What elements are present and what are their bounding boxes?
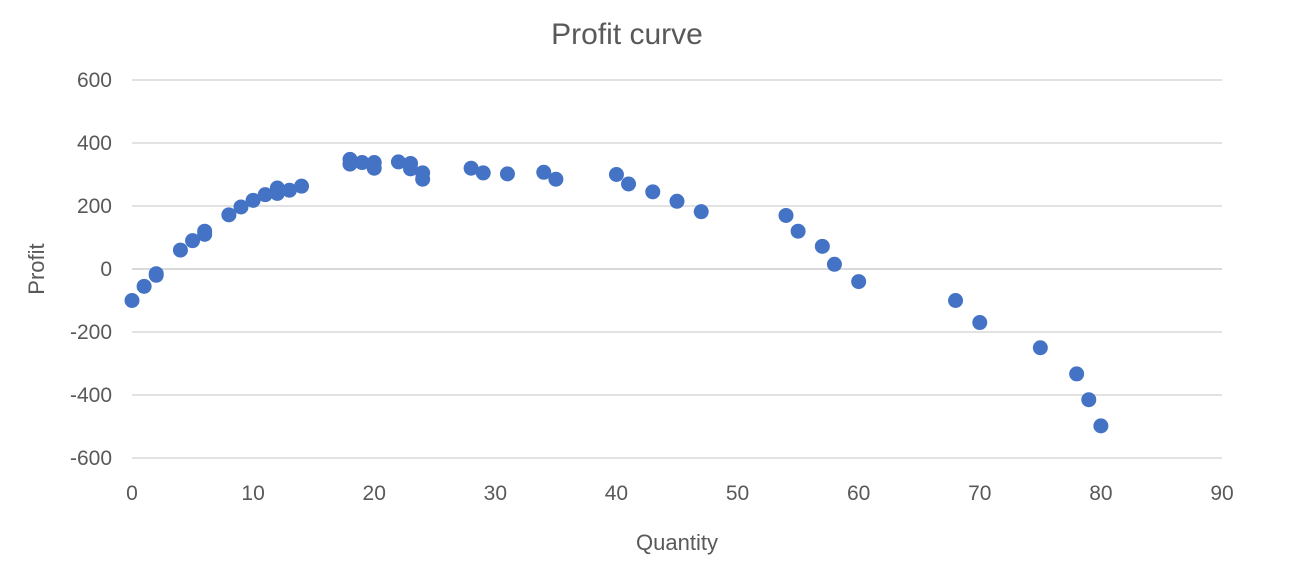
data-point (233, 199, 249, 215)
data-point (851, 274, 867, 290)
data-point (281, 182, 297, 198)
x-tick-label: 30 (484, 482, 507, 505)
data-point (778, 207, 794, 223)
data-point (185, 233, 201, 249)
data-point (536, 164, 552, 180)
x-axis-ticks: 0 10 20 30 40 50 60 70 80 90 (126, 482, 1234, 505)
data-point (499, 166, 515, 182)
y-tick-label: -200 (70, 321, 112, 344)
y-tick-label: 0 (100, 258, 112, 281)
data-point (1032, 340, 1048, 356)
data-point (342, 151, 358, 167)
data-point (463, 160, 479, 176)
data-point (390, 154, 406, 170)
data-point (948, 293, 964, 308)
y-tick-label: 400 (77, 132, 112, 155)
y-axis-label: Profit (24, 243, 49, 294)
data-point (403, 155, 419, 171)
y-tick-label: 200 (77, 195, 112, 218)
y-tick-label: -600 (70, 447, 112, 470)
data-point (972, 315, 988, 331)
x-tick-label: 40 (605, 482, 628, 505)
data-point (221, 207, 237, 223)
data-point (645, 184, 661, 200)
data-point (124, 293, 140, 308)
gridlines (132, 79, 1222, 459)
data-point (608, 167, 624, 182)
data-point (790, 223, 806, 239)
data-point (415, 165, 431, 181)
data-point (475, 165, 491, 181)
data-point (1093, 418, 1109, 434)
data-point (621, 176, 637, 192)
data-point (269, 180, 285, 196)
data-point (548, 171, 564, 187)
data-point (245, 192, 261, 208)
data-points (124, 151, 1109, 434)
x-tick-label: 10 (241, 482, 264, 505)
data-point (669, 193, 685, 209)
data-point (1069, 366, 1085, 382)
chart-title: Profit curve (551, 18, 703, 51)
data-point (172, 242, 188, 258)
x-axis-label: Quantity (636, 530, 718, 555)
data-point (693, 204, 709, 220)
x-tick-label: 0 (126, 482, 138, 505)
x-tick-label: 90 (1210, 482, 1233, 505)
x-tick-label: 70 (968, 482, 991, 505)
data-point (826, 256, 842, 272)
data-point (197, 223, 213, 239)
data-point (366, 155, 382, 171)
data-point (294, 178, 310, 194)
data-point (257, 187, 273, 203)
x-tick-label: 80 (1089, 482, 1112, 505)
data-point (814, 238, 830, 254)
y-tick-label: 600 (77, 69, 112, 92)
data-point (148, 267, 164, 283)
data-point (354, 155, 370, 171)
x-tick-label: 50 (726, 482, 749, 505)
x-tick-label: 60 (847, 482, 870, 505)
data-point (1081, 392, 1097, 408)
data-point (136, 278, 152, 294)
y-axis-ticks: -600 -400 -200 0 200 400 600 (70, 69, 112, 470)
x-tick-label: 20 (363, 482, 386, 505)
y-tick-label: -400 (70, 384, 112, 407)
